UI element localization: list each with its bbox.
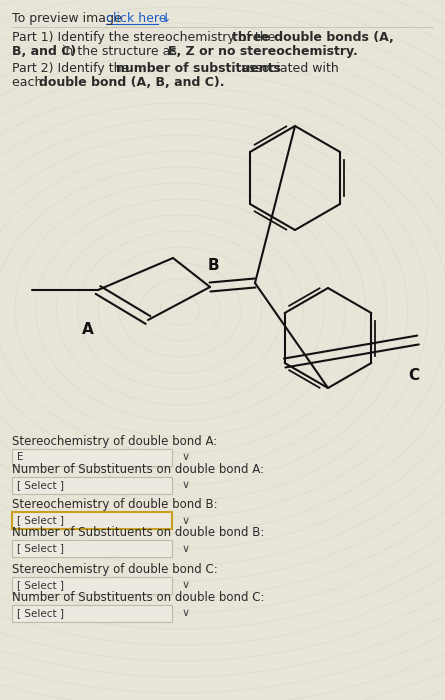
FancyBboxPatch shape xyxy=(12,577,172,594)
Text: [ Select ]: [ Select ] xyxy=(17,543,64,554)
Text: E, Z or no stereochemistry.: E, Z or no stereochemistry. xyxy=(168,45,358,58)
Text: ∨: ∨ xyxy=(182,580,190,591)
Text: Stereochemistry of double bond B:: Stereochemistry of double bond B: xyxy=(12,498,218,511)
Text: Part 1) Identify the stereochemistry of the: Part 1) Identify the stereochemistry of … xyxy=(12,31,279,44)
Text: [ Select ]: [ Select ] xyxy=(17,580,64,591)
Text: ∨: ∨ xyxy=(182,480,190,491)
Text: ↓: ↓ xyxy=(160,12,170,25)
Text: Number of Substituents on double bond C:: Number of Substituents on double bond C: xyxy=(12,591,264,604)
FancyBboxPatch shape xyxy=(12,512,172,529)
FancyBboxPatch shape xyxy=(12,540,172,557)
FancyBboxPatch shape xyxy=(12,605,172,622)
Text: Part 2) Identify the: Part 2) Identify the xyxy=(12,62,133,75)
Text: E: E xyxy=(17,452,24,463)
Text: B: B xyxy=(208,258,220,273)
Text: Stereochemistry of double bond A:: Stereochemistry of double bond A: xyxy=(12,435,217,448)
FancyBboxPatch shape xyxy=(12,477,172,494)
FancyBboxPatch shape xyxy=(12,449,172,466)
Text: A: A xyxy=(82,322,94,337)
Text: Number of Substituents on double bond A:: Number of Substituents on double bond A: xyxy=(12,463,264,476)
Text: three double bonds (A,: three double bonds (A, xyxy=(232,31,394,44)
Text: ∨: ∨ xyxy=(182,515,190,526)
Text: [ Select ]: [ Select ] xyxy=(17,515,64,526)
Text: ∨: ∨ xyxy=(182,452,190,463)
Text: double bond (A, B, and C).: double bond (A, B, and C). xyxy=(39,76,224,89)
Text: [ Select ]: [ Select ] xyxy=(17,608,64,619)
Text: click here: click here xyxy=(106,12,166,25)
Text: ∨: ∨ xyxy=(182,543,190,554)
Text: Stereochemistry of double bond C:: Stereochemistry of double bond C: xyxy=(12,563,218,576)
Text: each: each xyxy=(12,76,46,89)
Text: C: C xyxy=(408,368,419,383)
Text: Number of Substituents on double bond B:: Number of Substituents on double bond B: xyxy=(12,526,264,539)
Text: B, and C): B, and C) xyxy=(12,45,76,58)
Text: To preview image: To preview image xyxy=(12,12,126,25)
Text: ∨: ∨ xyxy=(182,608,190,619)
Text: number of substituents: number of substituents xyxy=(116,62,281,75)
Text: [ Select ]: [ Select ] xyxy=(17,480,64,491)
Text: associated with: associated with xyxy=(237,62,339,75)
Text: in the structure as: in the structure as xyxy=(58,45,181,58)
